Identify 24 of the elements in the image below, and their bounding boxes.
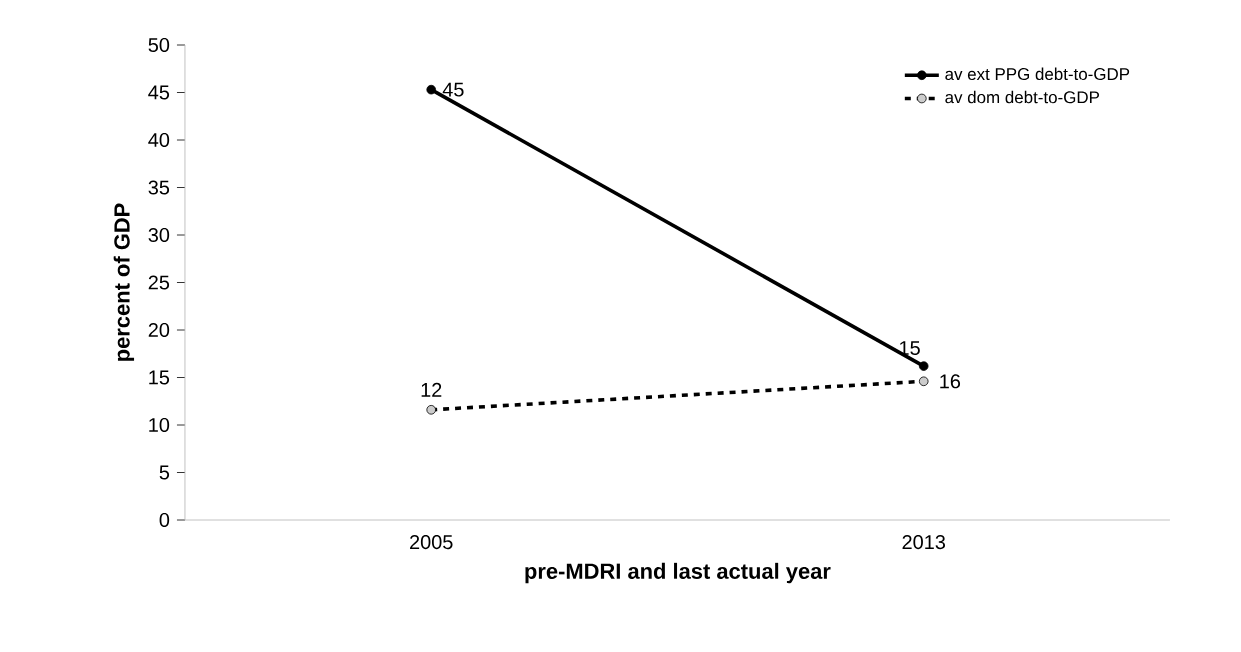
y-tick-label: 25 <box>148 275 170 290</box>
y-tick-label: 0 <box>159 512 170 528</box>
point <box>426 405 436 415</box>
y-axis-title: percent of GDP <box>113 203 135 361</box>
point <box>918 361 929 371</box>
x-axis-title: pre-MDRI and last actual year <box>525 562 831 584</box>
legend-label: av ext PPG debt-to-GDP <box>945 67 1130 81</box>
data-label: 12 <box>421 382 442 397</box>
y-tick-label: 45 <box>148 85 170 100</box>
legend-label: av dom debt-to-GDP <box>945 90 1100 104</box>
y-tick-label: 5 <box>159 465 170 480</box>
x-tick-label: 2013 <box>902 535 945 550</box>
data-label: 45 <box>442 82 464 97</box>
y-tick-label: 20 <box>148 322 170 338</box>
y-tick-label: 50 <box>148 37 170 53</box>
x-tick-label: 2005 <box>410 535 453 550</box>
point <box>918 376 929 387</box>
y-tick-label: 35 <box>148 180 170 195</box>
point <box>426 84 436 95</box>
y-tick-label: 10 <box>149 417 170 433</box>
y-tick-label: 30 <box>148 227 170 243</box>
annotation: 16 <box>940 374 961 389</box>
y-tick-label: 15 <box>149 370 170 385</box>
y-tick-label: 40 <box>148 132 170 148</box>
